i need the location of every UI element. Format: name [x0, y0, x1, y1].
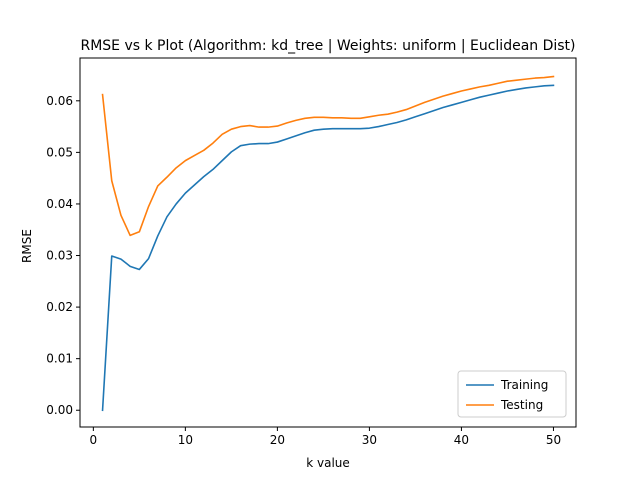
x-tick-label: 30	[362, 433, 377, 447]
y-axis-label: RMSE	[20, 229, 34, 263]
x-tick-label: 0	[90, 433, 98, 447]
legend-label-testing: Testing	[500, 398, 543, 412]
y-tick-label: 0.05	[46, 145, 73, 159]
y-tick-label: 0.01	[46, 352, 73, 366]
y-tick-label: 0.04	[46, 197, 73, 211]
y-tick-label: 0.03	[46, 249, 73, 263]
x-tick-label: 20	[270, 433, 285, 447]
x-tick-label: 40	[454, 433, 469, 447]
y-tick-label: 0.02	[46, 300, 73, 314]
x-axis-ticks: 0 10 20 30 40 50	[90, 427, 561, 447]
y-tick-label: 0.00	[46, 403, 73, 417]
x-axis-label: k value	[306, 456, 350, 470]
series-line-training	[101, 84, 555, 412]
legend: Training Testing	[457, 370, 567, 418]
chart-title: RMSE vs k Plot (Algorithm: kd_tree | Wei…	[80, 38, 575, 54]
legend-label-training: Training	[500, 378, 548, 392]
y-axis-ticks: 0.00 0.01 0.02 0.03 0.04 0.05 0.06	[46, 94, 80, 417]
series-layer	[101, 75, 555, 412]
axes-frame	[79, 57, 577, 428]
x-tick-label: 50	[546, 433, 561, 447]
x-tick-label: 10	[178, 433, 193, 447]
y-tick-label: 0.06	[46, 94, 73, 108]
series-line-testing	[101, 75, 555, 237]
